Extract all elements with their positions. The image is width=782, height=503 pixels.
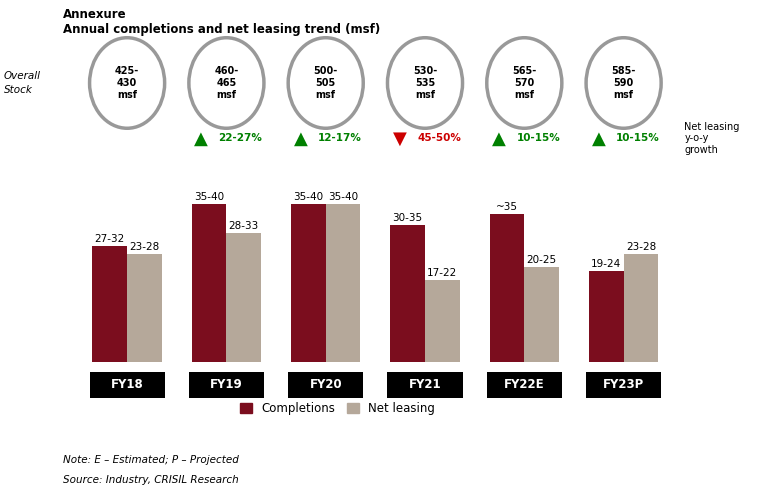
Bar [425, 280, 460, 362]
Bar [490, 214, 524, 362]
Text: ▼: ▼ [393, 129, 407, 147]
Legend: Completions, Net leasing: Completions, Net leasing [235, 397, 440, 420]
Text: FY20: FY20 [310, 378, 342, 391]
Text: FY21: FY21 [409, 378, 441, 391]
Text: 27-32: 27-32 [95, 234, 125, 244]
Text: 17-22: 17-22 [427, 268, 457, 278]
Bar [227, 233, 261, 362]
Text: 10-15%: 10-15% [615, 133, 659, 143]
Text: ▲: ▲ [592, 129, 605, 147]
Text: 20-25: 20-25 [526, 255, 557, 265]
Text: 585-
590
msf: 585- 590 msf [612, 65, 636, 101]
Text: 12-17%: 12-17% [318, 133, 362, 143]
Text: 530-
535
msf: 530- 535 msf [413, 65, 437, 101]
Text: 19-24: 19-24 [591, 259, 622, 269]
Bar [326, 204, 361, 362]
Text: 35-40: 35-40 [328, 192, 358, 202]
Text: 460-
465
msf: 460- 465 msf [214, 65, 239, 101]
Text: 28-33: 28-33 [228, 221, 259, 231]
Text: FY23P: FY23P [603, 378, 644, 391]
Bar [390, 225, 425, 362]
Bar [623, 255, 658, 362]
Text: ▲: ▲ [493, 129, 506, 147]
Bar [192, 204, 227, 362]
Bar [589, 271, 623, 362]
Text: Annual completions and net leasing trend (msf): Annual completions and net leasing trend… [63, 23, 380, 36]
Text: FY22E: FY22E [504, 378, 544, 391]
Text: 23-28: 23-28 [626, 242, 656, 253]
Text: ~35: ~35 [496, 202, 518, 212]
Text: FY18: FY18 [111, 378, 143, 391]
Text: 45-50%: 45-50% [417, 133, 461, 143]
Text: Net leasing
y-o-y
growth: Net leasing y-o-y growth [684, 122, 740, 155]
Bar [127, 255, 162, 362]
Text: 10-15%: 10-15% [516, 133, 560, 143]
Text: Note: E – Estimated; P – Projected: Note: E – Estimated; P – Projected [63, 455, 239, 465]
Bar [92, 246, 127, 362]
Bar [524, 267, 559, 362]
Text: FY19: FY19 [210, 378, 242, 391]
Text: Source: Industry, CRISIL Research: Source: Industry, CRISIL Research [63, 475, 239, 485]
Text: Annexure: Annexure [63, 8, 126, 21]
Text: 500-
505
msf: 500- 505 msf [314, 65, 338, 101]
Text: 35-40: 35-40 [194, 192, 224, 202]
Bar [291, 204, 326, 362]
Text: 425-
430
msf: 425- 430 msf [115, 65, 139, 101]
Text: ▲: ▲ [195, 129, 208, 147]
Text: 22-27%: 22-27% [219, 133, 263, 143]
Text: 30-35: 30-35 [393, 213, 423, 223]
Text: 23-28: 23-28 [129, 242, 160, 253]
Text: Overall
Stock: Overall Stock [4, 71, 41, 95]
Text: ▲: ▲ [294, 129, 307, 147]
Text: 35-40: 35-40 [293, 192, 324, 202]
Text: 565-
570
msf: 565- 570 msf [512, 65, 536, 101]
